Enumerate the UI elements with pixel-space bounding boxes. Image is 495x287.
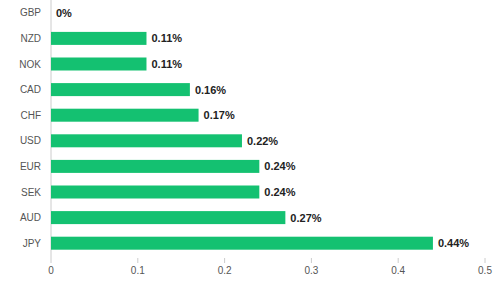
data-label: 0.11% bbox=[151, 58, 182, 70]
x-tick-label: 0.5 bbox=[478, 265, 492, 276]
bar bbox=[51, 134, 242, 147]
bar bbox=[51, 186, 259, 199]
data-label: 0.24% bbox=[264, 186, 295, 198]
category-label: CHF bbox=[20, 110, 41, 121]
bar bbox=[51, 58, 146, 71]
category-label: SEK bbox=[21, 187, 41, 198]
data-label: 0.11% bbox=[151, 32, 182, 44]
data-label: 0.17% bbox=[204, 109, 235, 121]
bar bbox=[51, 211, 285, 224]
x-tick-label: 0 bbox=[48, 265, 54, 276]
bar bbox=[51, 237, 433, 250]
bar bbox=[51, 32, 146, 45]
x-tick bbox=[51, 258, 52, 263]
category-label: EUR bbox=[20, 161, 41, 172]
x-tick-label: 0.4 bbox=[391, 265, 405, 276]
bar bbox=[51, 109, 199, 122]
x-tick-label: 0.3 bbox=[304, 265, 318, 276]
bar bbox=[51, 6, 52, 19]
chart-container: 0 0.1 0.2 0.3 0.4 0.5 GBP 0% NZD 0.11% NOK 0.11% CAD… bbox=[0, 0, 495, 287]
data-label: 0.16% bbox=[195, 84, 226, 96]
data-label: 0.24% bbox=[264, 160, 295, 172]
x-tick bbox=[224, 258, 225, 263]
data-label: 0.44% bbox=[438, 237, 469, 249]
bar bbox=[51, 160, 259, 173]
x-tick bbox=[398, 258, 399, 263]
category-label: NOK bbox=[19, 59, 41, 70]
x-tick bbox=[311, 258, 312, 263]
category-label: CAD bbox=[20, 84, 41, 95]
x-tick bbox=[485, 258, 486, 263]
data-label: 0% bbox=[56, 7, 72, 19]
data-label: 0.22% bbox=[247, 135, 278, 147]
x-tick-label: 0.1 bbox=[131, 265, 145, 276]
category-label: GBP bbox=[20, 7, 41, 18]
category-label: JPY bbox=[23, 238, 42, 249]
x-tick-label: 0.2 bbox=[218, 265, 232, 276]
category-label: AUD bbox=[20, 212, 41, 223]
category-label: USD bbox=[20, 135, 41, 146]
data-label: 0.27% bbox=[290, 212, 321, 224]
x-tick bbox=[137, 258, 138, 263]
bars bbox=[51, 32, 433, 250]
category-label: NZD bbox=[20, 33, 41, 44]
bar bbox=[51, 83, 190, 96]
chart: 0 0.1 0.2 0.3 0.4 0.5 GBP 0% NZD 0.11% NOK 0.11% CAD… bbox=[0, 0, 495, 287]
